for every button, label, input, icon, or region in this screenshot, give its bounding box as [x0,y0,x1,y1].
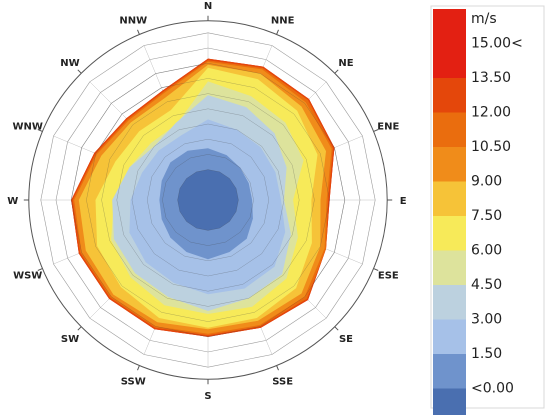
legend-unit-label: m/s [471,11,497,27]
direction-label-nnw: NNW [119,16,147,27]
legend-label: 1.50 [471,346,502,362]
legend-label: 6.00 [471,243,502,259]
grid-ring-overlay [146,138,270,262]
direction-labels: N NNE NE ENE E ESE SE SSE S SSW SW WSW W WNW NW NNW [7,1,406,402]
grid-ring-overlay [162,154,254,246]
direction-tick [334,69,339,74]
direction-label-wsw: WSW [13,271,42,282]
direction-tick [276,365,279,371]
legend-label: 12.00 [471,105,511,121]
legend-label: 9.00 [471,174,502,190]
legend-swatch [433,112,466,148]
legend-frame [430,5,545,409]
legend-label: 13.50 [471,70,511,86]
direction-tick [37,268,43,271]
legend-swatch [433,43,466,79]
legend-swatch [433,181,466,217]
direction-tick [37,129,43,132]
direction-label-ene: ENE [377,121,399,132]
speed-legend: m/s 15.00< 13.50 12.00 10.50 9.00 7.50 6.00 4.5… [430,5,545,415]
legend-label: 10.50 [471,139,511,155]
direction-tick [137,365,140,371]
legend-label: 3.00 [471,312,502,328]
direction-tick [137,29,140,35]
wind-rose-series [71,58,335,337]
direction-label-e: E [400,196,407,207]
grid-ring-overlay [116,108,300,292]
legend-swatch [433,78,466,113]
direction-label-s: S [204,391,211,402]
series-0-00 [177,169,239,231]
grid-ring-overlay [101,93,315,307]
legend-swatch [433,250,466,286]
grid-ring-overlay [86,78,330,322]
legend-swatch-top [433,9,466,44]
grid-ring-overlay [70,62,346,338]
direction-label-ne: NE [338,58,353,69]
direction-label-se: SE [339,334,353,345]
legend-swatch [433,147,466,182]
legend-items: 15.00< 13.50 12.00 10.50 9.00 7.50 6.00 4.50 3.0… [433,9,523,415]
legend-swatch [433,216,466,251]
direction-label-wnw: WNW [12,121,42,132]
direction-tick [373,129,379,132]
direction-label-nw: NW [60,58,79,69]
direction-tick [77,69,82,74]
legend-label: 15.00< [471,36,523,52]
direction-tick [77,326,82,331]
grid-overlay [70,62,346,338]
direction-tick [334,326,339,331]
legend-label: 4.50 [471,277,502,293]
direction-label-ese: ESE [378,271,399,282]
direction-label-w: W [7,196,18,207]
grid-ring-overlay [131,123,285,277]
direction-label-ssw: SSW [121,376,146,387]
legend-swatch [433,388,466,415]
legend-swatch [433,319,466,355]
legend-label: 7.50 [471,208,502,224]
direction-label-sw: SW [61,334,79,345]
direction-tick [276,29,279,35]
legend-swatch [433,285,466,320]
grid-ring-overlay [177,169,239,231]
direction-label-nne: NNE [271,16,295,27]
legend-label: <0.00 [471,381,514,397]
direction-label-sse: SSE [272,376,293,387]
direction-label-n: N [204,1,212,12]
legend-swatch [433,354,466,389]
direction-tick [373,268,379,271]
